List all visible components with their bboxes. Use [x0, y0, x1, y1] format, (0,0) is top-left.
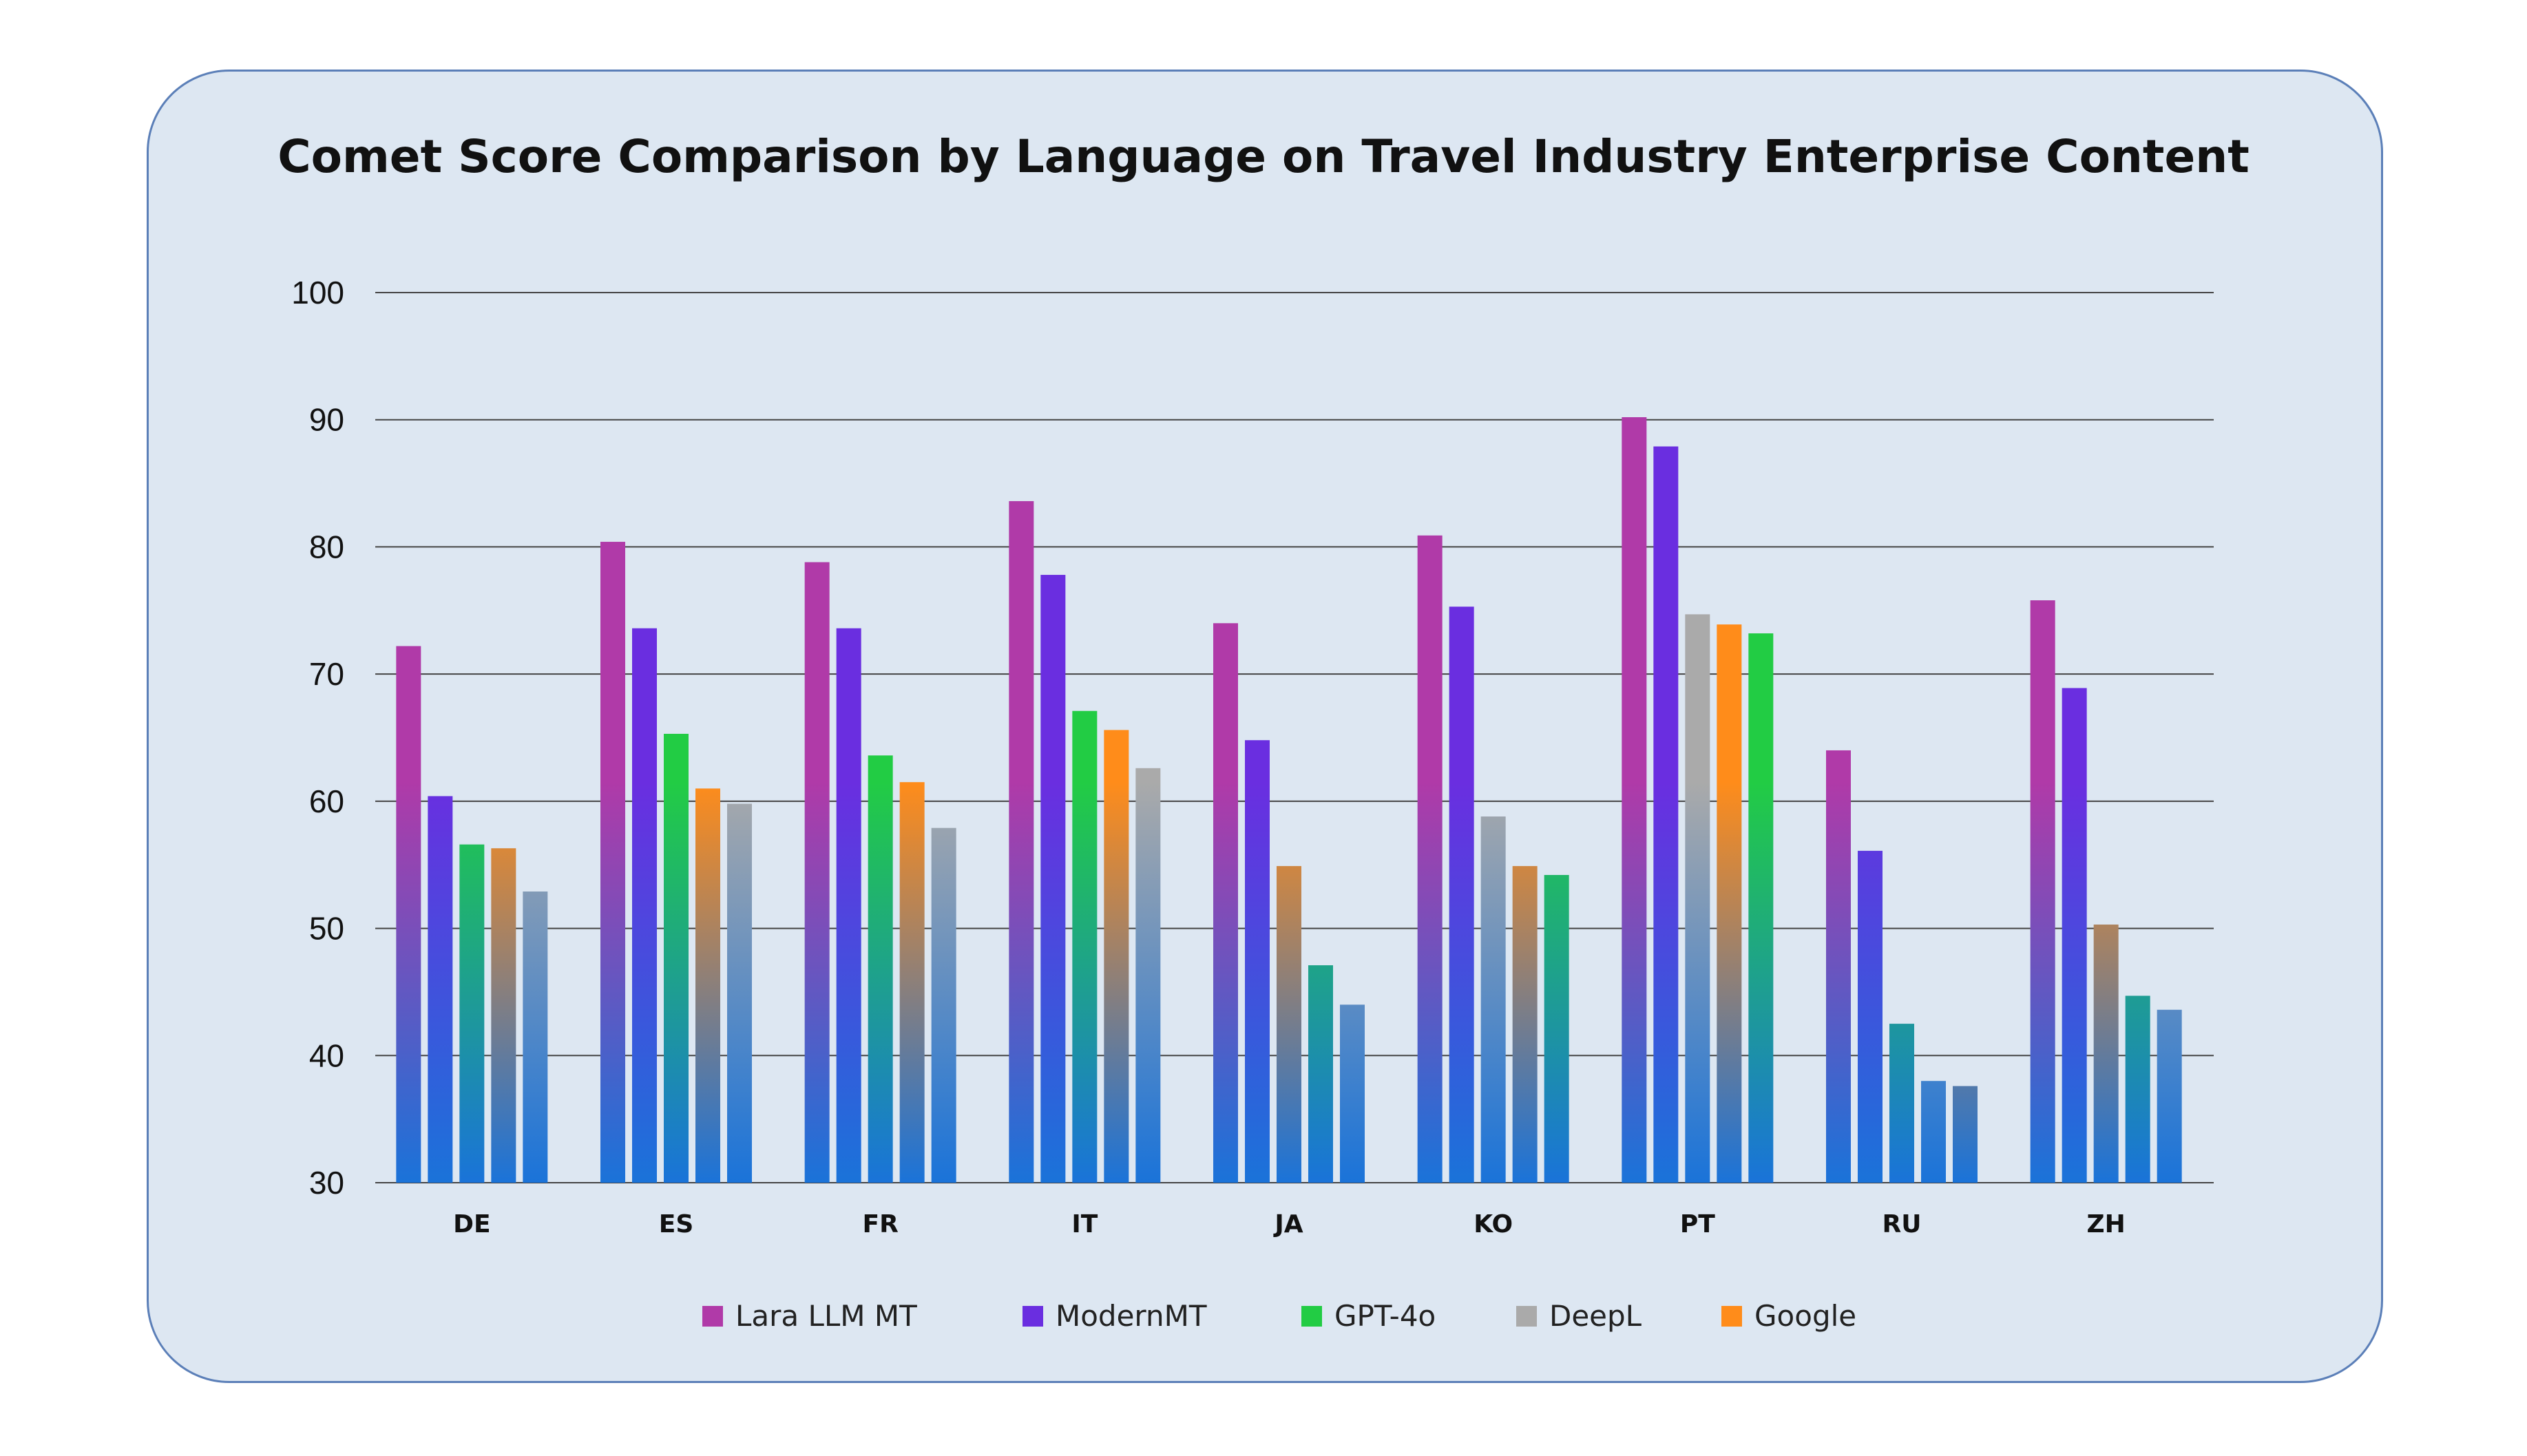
- bar-ru-gpt-4o: [1889, 1024, 1914, 1183]
- bar-ko-deepl: [1480, 816, 1506, 1183]
- legend-swatch-google: [1721, 1306, 1742, 1327]
- y-tick-label: 90: [309, 402, 344, 438]
- bar-pt-modernmt: [1653, 446, 1679, 1183]
- bar-fr-modernmt: [836, 628, 861, 1183]
- bar-es-modernmt: [632, 628, 657, 1183]
- y-tick-label: 50: [309, 911, 344, 947]
- bar-fr-google: [899, 782, 925, 1183]
- bar-ko-google: [1512, 866, 1538, 1183]
- bar-de-modernmt: [428, 796, 453, 1183]
- bar-ko-gpt-4o: [1544, 874, 1569, 1183]
- x-tick-label-ko: KO: [1474, 1210, 1513, 1238]
- bar-fr-gpt-4o: [868, 755, 893, 1183]
- bars: [396, 417, 2182, 1183]
- x-tick-label-zh: ZH: [2087, 1210, 2126, 1238]
- bar-zh-lara-llm-mt: [2030, 600, 2055, 1183]
- bar-pt-gpt-4o: [1748, 633, 1774, 1183]
- bar-ru-modernmt: [1858, 850, 1883, 1183]
- bar-ja-deepl: [1340, 1004, 1365, 1183]
- x-tick-label-de: DE: [453, 1210, 490, 1238]
- bar-it-deepl: [1135, 768, 1161, 1183]
- y-tick-label: 100: [291, 275, 344, 310]
- x-tick-label-fr: FR: [863, 1210, 899, 1238]
- bar-pt-lara-llm-mt: [1622, 417, 1647, 1183]
- bar-zh-gpt-4o: [2125, 995, 2150, 1183]
- bar-de-deepl: [523, 891, 548, 1183]
- bar-pt-google: [1717, 624, 1742, 1183]
- bar-ru-deepl: [1921, 1081, 1946, 1183]
- legend-swatch-gpt-4o: [1301, 1306, 1322, 1327]
- x-tick-label-ru: RU: [1883, 1210, 1922, 1238]
- x-axis-ticks: DE ES FR IT JA KO PT RU ZH: [453, 1210, 2126, 1238]
- bar-ru-lara-llm-mt: [1826, 750, 1851, 1183]
- legend-swatch-deepl: [1516, 1306, 1537, 1327]
- x-tick-label-ja: JA: [1272, 1210, 1303, 1238]
- bar-it-modernmt: [1040, 575, 1066, 1183]
- bar-zh-deepl: [2157, 1009, 2182, 1183]
- y-tick-label: 80: [309, 529, 344, 565]
- legend-label-lara-llm-mt: Lara LLM MT: [735, 1299, 917, 1333]
- bar-es-google: [695, 788, 720, 1183]
- x-tick-label-it: IT: [1071, 1210, 1098, 1238]
- legend-label-deepl: DeepL: [1549, 1299, 1642, 1333]
- legend-label-google: Google: [1754, 1299, 1856, 1333]
- bar-zh-google: [2093, 925, 2119, 1183]
- legend-label-gpt-4o: GPT-4o: [1334, 1299, 1436, 1333]
- bar-de-lara-llm-mt: [396, 646, 421, 1183]
- bar-pt-deepl: [1685, 614, 1710, 1183]
- legend-swatch-lara-llm-mt: [702, 1306, 723, 1327]
- bar-it-lara-llm-mt: [1009, 500, 1034, 1183]
- bar-ja-lara-llm-mt: [1213, 623, 1238, 1183]
- x-tick-label-es: ES: [659, 1210, 694, 1238]
- bar-ru-google: [1953, 1086, 1978, 1183]
- bar-ko-modernmt: [1449, 606, 1474, 1183]
- bar-ja-modernmt: [1245, 740, 1270, 1183]
- x-tick-label-pt: PT: [1680, 1210, 1715, 1238]
- bar-es-deepl: [727, 803, 752, 1183]
- bar-ja-google: [1277, 866, 1301, 1183]
- chart-title: Comet Score Comparison by Language on Tr…: [277, 130, 2250, 183]
- bar-es-gpt-4o: [664, 733, 689, 1183]
- bar-fr-lara-llm-mt: [804, 562, 830, 1183]
- bar-it-google: [1104, 730, 1129, 1183]
- bar-fr-deepl: [931, 827, 956, 1183]
- y-tick-label: 30: [309, 1165, 344, 1201]
- bar-ko-lara-llm-mt: [1417, 535, 1443, 1183]
- legend: Lara LLM MT ModernMT GPT-4o DeepL Google: [702, 1299, 1856, 1333]
- y-tick-label: 60: [309, 783, 344, 819]
- bar-it-gpt-4o: [1072, 710, 1098, 1183]
- bar-de-google: [491, 848, 516, 1183]
- bar-zh-modernmt: [2062, 688, 2087, 1183]
- bar-es-lara-llm-mt: [600, 542, 625, 1183]
- y-tick-label: 70: [309, 656, 344, 692]
- bar-ja-gpt-4o: [1308, 965, 1333, 1183]
- legend-label-modernmt: ModernMT: [1056, 1299, 1207, 1333]
- y-axis-ticks: 30 40 50 60 70 80 90 100: [291, 275, 344, 1201]
- y-tick-label: 40: [309, 1037, 344, 1073]
- legend-swatch-modernmt: [1023, 1306, 1043, 1327]
- bar-de-gpt-4o: [459, 844, 485, 1183]
